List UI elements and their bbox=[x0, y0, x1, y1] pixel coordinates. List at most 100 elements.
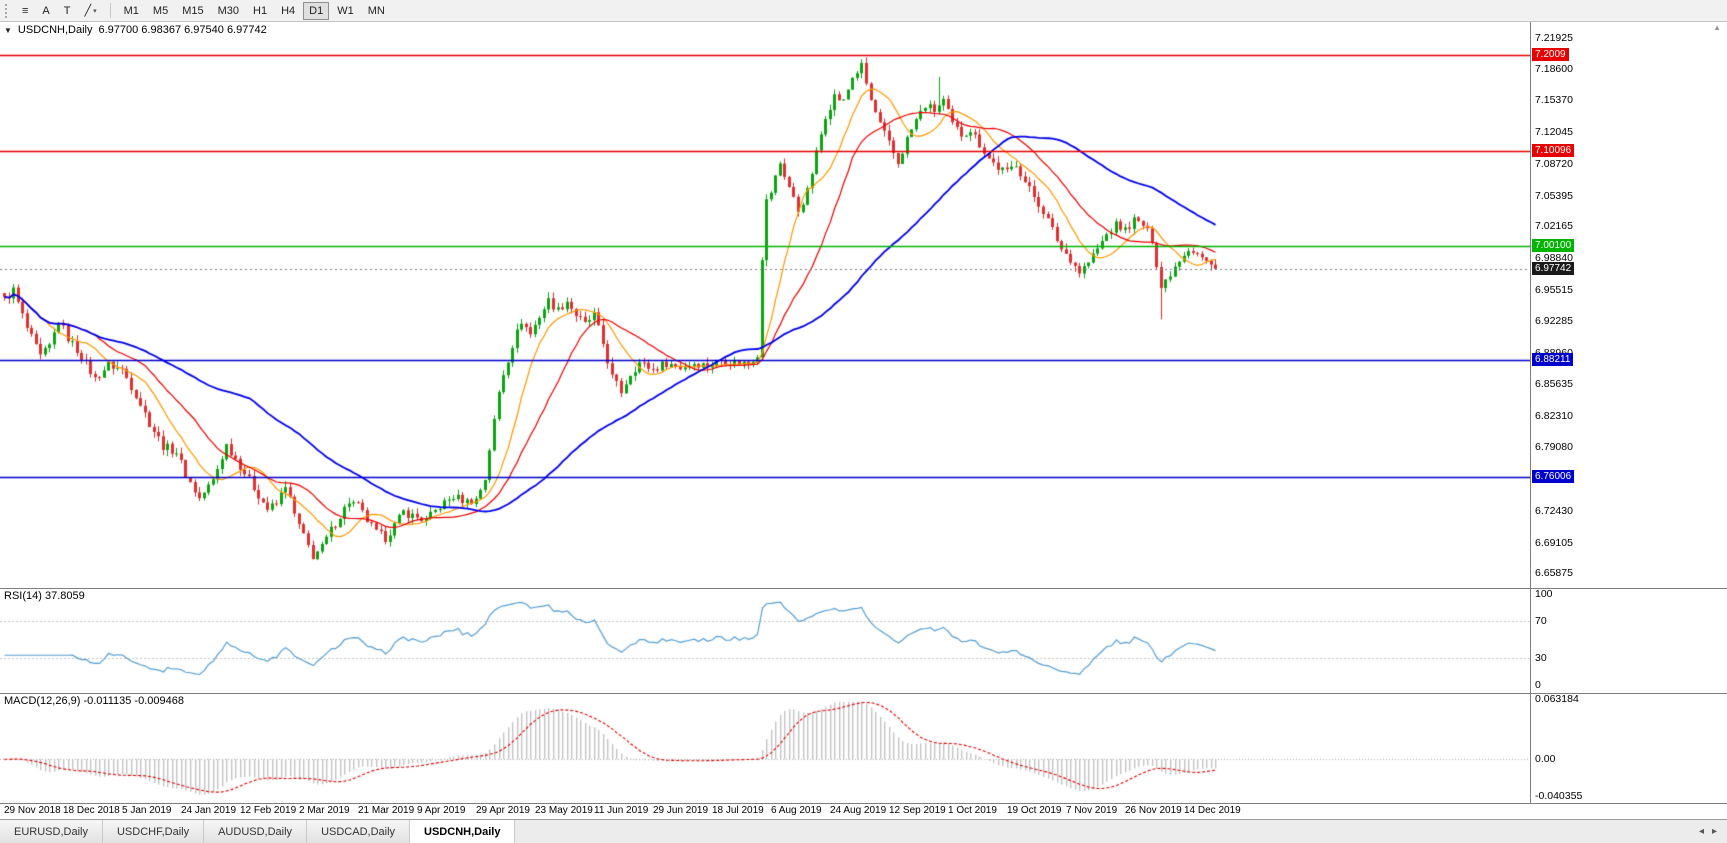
chart-title: ▼ USDCNH,Daily 6.97700 6.98367 6.97540 6… bbox=[4, 24, 267, 36]
tab-usdcad-daily[interactable]: USDCAD,Daily bbox=[307, 820, 411, 843]
chart-tab-bar: EURUSD,Daily USDCHF,Daily AUDUSD,Daily U… bbox=[0, 819, 1727, 843]
timeframe-m15-button[interactable]: M15 bbox=[176, 2, 209, 20]
tab-scroll-right-icon[interactable]: ▸ bbox=[1711, 826, 1717, 837]
macd-axis[interactable]: 0.063184 0.00 -0.040355 bbox=[1530, 693, 1727, 803]
date-label: 24 Jan 2019 bbox=[181, 805, 237, 816]
timeframe-mn-button[interactable]: MN bbox=[362, 2, 391, 20]
price-axis-label: 7.21925 bbox=[1535, 32, 1573, 44]
toolbar-grip-handle[interactable] bbox=[5, 3, 9, 18]
timeframe-h1-button[interactable]: H1 bbox=[247, 2, 273, 20]
tab-usdchf-daily[interactable]: USDCHF,Daily bbox=[102, 820, 205, 843]
price-chart-canvas[interactable] bbox=[0, 22, 1530, 588]
date-label: 18 Dec 2018 bbox=[63, 805, 120, 816]
date-label: 26 Nov 2019 bbox=[1125, 805, 1182, 816]
tab-label: AUDUSD,Daily bbox=[218, 825, 293, 838]
date-label: 29 Apr 2019 bbox=[476, 805, 530, 816]
rsi-panel: RSI(14) 37.8059 100 70 30 0 bbox=[0, 588, 1727, 693]
time-axis[interactable]: 29 Nov 2018 18 Dec 2018 5 Jan 2019 24 Jan 2… bbox=[0, 803, 1727, 819]
timeframe-m1-button[interactable]: M1 bbox=[118, 2, 145, 20]
date-label: 1 Oct 2019 bbox=[948, 805, 997, 816]
rsi-indicator-label: RSI(14) 37.8059 bbox=[4, 590, 85, 602]
macd-axis-label: 0.063184 bbox=[1535, 693, 1579, 705]
tab-usdcnh-daily[interactable]: USDCNH,Daily bbox=[410, 820, 516, 843]
tab-audusd-daily[interactable]: AUDUSD,Daily bbox=[204, 820, 308, 843]
rsi-axis-label: 30 bbox=[1535, 652, 1547, 664]
price-axis-label: 7.18600 bbox=[1535, 63, 1573, 75]
collapse-ohlc-icon[interactable]: ▼ bbox=[4, 25, 12, 35]
timeframe-d1-button[interactable]: D1 bbox=[303, 1, 330, 20]
price-line-badge: 6.76006 bbox=[1532, 470, 1575, 483]
timeframe-h4-button[interactable]: H4 bbox=[275, 2, 301, 20]
panel-divider[interactable] bbox=[0, 803, 1727, 804]
tab-eurusd-daily[interactable]: EURUSD,Daily bbox=[0, 820, 103, 843]
trendline-glyph-icon: ╱ bbox=[84, 5, 92, 17]
timeframe-m5-button[interactable]: M5 bbox=[147, 2, 174, 20]
panel-divider[interactable] bbox=[0, 693, 1727, 694]
current-price-badge: 6.97742 bbox=[1532, 262, 1575, 275]
rsi-axis-label: 0 bbox=[1535, 679, 1541, 691]
price-axis-label: 6.92285 bbox=[1535, 315, 1573, 327]
date-label: 2 Mar 2019 bbox=[299, 805, 350, 816]
price-line-badge: 6.88211 bbox=[1532, 353, 1574, 366]
date-label: 14 Dec 2019 bbox=[1184, 805, 1241, 816]
date-label: 7 Nov 2019 bbox=[1066, 805, 1118, 816]
timeframe-m30-button[interactable]: M30 bbox=[212, 2, 245, 20]
date-label: 12 Feb 2019 bbox=[240, 805, 297, 816]
price-axis-label: 7.05395 bbox=[1535, 190, 1573, 202]
price-axis-label: 6.79080 bbox=[1535, 441, 1573, 453]
rsi-axis-label: 70 bbox=[1535, 615, 1547, 627]
price-line-badge: 7.10096 bbox=[1532, 144, 1575, 157]
price-axis-label: 7.15370 bbox=[1535, 94, 1573, 106]
price-axis-label: 7.02165 bbox=[1535, 220, 1573, 232]
ohlc-values: 6.97700 6.98367 6.97540 6.97742 bbox=[98, 24, 267, 36]
price-axis-label: 6.98840 bbox=[1535, 252, 1573, 264]
tab-scroll-arrows: ◂ ▸ bbox=[1689, 820, 1727, 843]
price-axis-label: 6.69105 bbox=[1535, 537, 1573, 549]
rsi-axis[interactable]: 100 70 30 0 bbox=[1530, 588, 1727, 693]
date-label: 5 Jan 2019 bbox=[122, 805, 172, 816]
date-label: 23 May 2019 bbox=[535, 805, 593, 816]
arrow-tool-icon[interactable]: A bbox=[36, 2, 55, 20]
tab-label: EURUSD,Daily bbox=[14, 825, 88, 838]
price-axis-label: 6.72430 bbox=[1535, 505, 1573, 517]
price-axis-label: 7.08720 bbox=[1535, 158, 1573, 170]
tab-label: USDCAD,Daily bbox=[321, 825, 396, 838]
price-line-badge: 7.00100 bbox=[1532, 239, 1575, 252]
date-label: 18 Jul 2019 bbox=[712, 805, 764, 816]
rsi-axis-label: 100 bbox=[1535, 588, 1553, 600]
date-label: 12 Sep 2019 bbox=[889, 805, 946, 816]
timeframe-w1-button[interactable]: W1 bbox=[331, 2, 360, 20]
axis-scroll-marker-icon[interactable]: ▲ bbox=[1713, 23, 1721, 32]
tab-label: USDCHF,Daily bbox=[116, 825, 190, 838]
chevron-down-icon: ▾ bbox=[93, 7, 97, 15]
text-tool-icon[interactable]: T bbox=[58, 2, 77, 20]
price-axis-label: 6.95515 bbox=[1535, 284, 1573, 296]
date-label: 6 Aug 2019 bbox=[771, 805, 822, 816]
macd-axis-label: -0.040355 bbox=[1535, 790, 1583, 802]
toolbar: ≡ A T ╱ ▾ M1 M5 M15 M30 H1 H4 D1 W1 MN bbox=[0, 0, 1727, 22]
objects-list-icon[interactable]: ≡ bbox=[16, 2, 34, 20]
macd-indicator-label: MACD(12,26,9) -0.011135 -0.009468 bbox=[4, 695, 184, 707]
date-label: 9 Apr 2019 bbox=[417, 805, 466, 816]
panel-divider[interactable] bbox=[0, 588, 1727, 589]
tab-scroll-left-icon[interactable]: ◂ bbox=[1698, 826, 1704, 837]
toolbar-separator bbox=[109, 3, 111, 18]
macd-panel: MACD(12,26,9) -0.011135 -0.009468 0.0631… bbox=[0, 693, 1727, 803]
price-axis-label: 6.85635 bbox=[1535, 378, 1573, 390]
macd-canvas[interactable] bbox=[0, 693, 1530, 803]
date-label: 11 Jun 2019 bbox=[594, 805, 649, 816]
tab-label: USDCNH,Daily bbox=[424, 825, 501, 838]
price-chart-panel: ▼ USDCNH,Daily 6.97700 6.98367 6.97540 6… bbox=[0, 22, 1727, 588]
date-label: 19 Oct 2019 bbox=[1007, 805, 1062, 816]
date-label: 29 Nov 2018 bbox=[4, 805, 61, 816]
price-axis-label: 6.82310 bbox=[1535, 410, 1573, 422]
rsi-canvas[interactable] bbox=[0, 588, 1530, 693]
price-axis-label: 7.12045 bbox=[1535, 126, 1573, 138]
price-axis-label: 6.65875 bbox=[1535, 567, 1573, 579]
date-label: 24 Aug 2019 bbox=[830, 805, 887, 816]
date-label: 21 Mar 2019 bbox=[358, 805, 415, 816]
price-line-badge: 7.2009 bbox=[1532, 48, 1569, 61]
trendline-tool-icon[interactable]: ╱ ▾ bbox=[79, 2, 103, 20]
price-axis[interactable]: 7.21925 7.18600 7.15370 7.12045 7.08720 7.053… bbox=[1530, 22, 1727, 588]
